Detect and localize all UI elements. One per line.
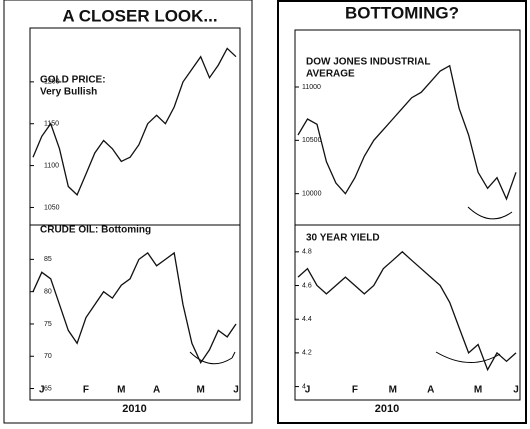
x-tick-label: M <box>117 385 125 396</box>
x-tick-label: A <box>427 385 434 396</box>
y-tick-label: 10500 <box>302 137 322 144</box>
y-tick-label: 4.8 <box>302 249 312 256</box>
left-frame <box>29 27 241 401</box>
chart-subtitle: AVERAGE <box>306 69 355 80</box>
right-panel <box>277 0 527 424</box>
price-line <box>32 47 237 197</box>
price-line <box>297 250 517 372</box>
panel-heading: A CLOSER LOOK... <box>62 6 217 25</box>
bottom-arc <box>189 351 233 365</box>
y-tick-label: 80 <box>44 289 52 296</box>
y-tick-label: 1200 <box>44 79 60 86</box>
price-line <box>32 251 237 365</box>
arc-arrow <box>231 351 236 359</box>
y-tick-label: 4.2 <box>302 350 312 357</box>
y-tick-label: 1100 <box>44 162 59 169</box>
x-tick-label: J <box>513 385 519 396</box>
y-tick-label: 70 <box>44 353 52 360</box>
x-tick-label: J <box>39 385 45 396</box>
chart-title: 30 YEAR YIELD <box>306 233 380 244</box>
y-tick-label: 1150 <box>44 121 59 128</box>
chart-title: GOLD PRICE: <box>40 75 106 86</box>
x-tick-label: M <box>389 385 397 396</box>
y-tick-label: 65 <box>44 385 52 392</box>
x-tick-label: J <box>233 385 239 396</box>
y-tick-label: 10000 <box>302 191 322 198</box>
chart-title: DOW JONES INDUSTRIAL <box>306 57 430 68</box>
chart-subtitle: Very Bullish <box>40 87 97 98</box>
y-tick-label: 4.6 <box>302 282 312 289</box>
x-tick-label: F <box>352 385 358 396</box>
x-tick-label: F <box>83 385 89 396</box>
y-tick-label: 75 <box>44 321 52 328</box>
y-tick-label: 4.4 <box>302 316 312 323</box>
y-tick-label: 1050 <box>44 204 60 211</box>
bottom-arc <box>467 206 513 220</box>
chart-title: CRUDE OIL: Bottoming <box>40 225 151 236</box>
panel-heading: BOTTOMING? <box>345 3 459 22</box>
x-tick-label: M <box>474 385 482 396</box>
x-axis-label: 2010 <box>375 403 399 415</box>
x-tick-label: A <box>153 385 160 396</box>
y-tick-label: 11000 <box>302 84 321 91</box>
x-tick-label: J <box>305 385 311 396</box>
bottom-arc <box>435 351 501 363</box>
price-line <box>297 64 517 201</box>
left-panel <box>3 0 253 424</box>
right-frame <box>294 29 521 401</box>
x-axis-label: 2010 <box>122 403 146 415</box>
y-tick-label: 4 <box>302 383 306 390</box>
x-tick-label: M <box>197 385 205 396</box>
y-tick-label: 85 <box>44 256 52 263</box>
